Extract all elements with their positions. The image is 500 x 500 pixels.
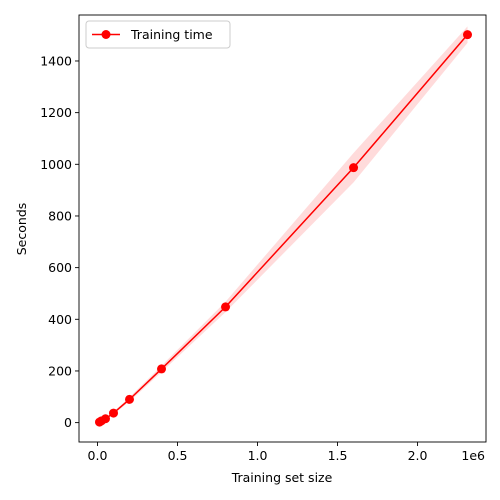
y-axis: 0 200 400 600 800 1000 1200 1400 xyxy=(40,53,79,430)
legend: Training time xyxy=(85,20,231,49)
y-tick-label: 400 xyxy=(48,312,72,327)
x-tick-label: 0.0 xyxy=(88,448,108,463)
data-point xyxy=(349,163,359,173)
y-tick-label: 1400 xyxy=(40,53,72,68)
y-tick-label: 1200 xyxy=(40,105,72,120)
legend-label-training-time: Training time xyxy=(130,27,213,42)
y-tick-label: 0 xyxy=(64,415,72,430)
data-point xyxy=(101,414,111,424)
y-tick-label: 1000 xyxy=(40,157,72,172)
y-tick-label: 600 xyxy=(48,260,72,275)
y-tick-label: 200 xyxy=(48,363,72,378)
series-layer xyxy=(95,30,472,427)
y-axis-label: Seconds xyxy=(14,203,29,256)
legend-box xyxy=(85,20,231,49)
x-tick-label: 1.0 xyxy=(248,448,268,463)
data-point xyxy=(463,30,472,40)
x-tick-label: 0.5 xyxy=(168,448,188,463)
plot-frame xyxy=(78,14,487,443)
x-axis: 0.0 0.5 1.0 1.5 2.0 xyxy=(88,442,428,463)
data-point xyxy=(221,302,231,312)
data-point xyxy=(109,408,119,418)
y-tick-label: 800 xyxy=(48,208,72,223)
x-tick-label: 2.0 xyxy=(408,448,428,463)
data-point xyxy=(157,364,167,374)
x-axis-label: Training set size xyxy=(231,470,333,485)
data-point xyxy=(125,394,135,404)
x-tick-label: 1.5 xyxy=(328,448,348,463)
legend-marker-training-time xyxy=(101,30,111,39)
x-offset-label: 1e6 xyxy=(461,448,485,463)
